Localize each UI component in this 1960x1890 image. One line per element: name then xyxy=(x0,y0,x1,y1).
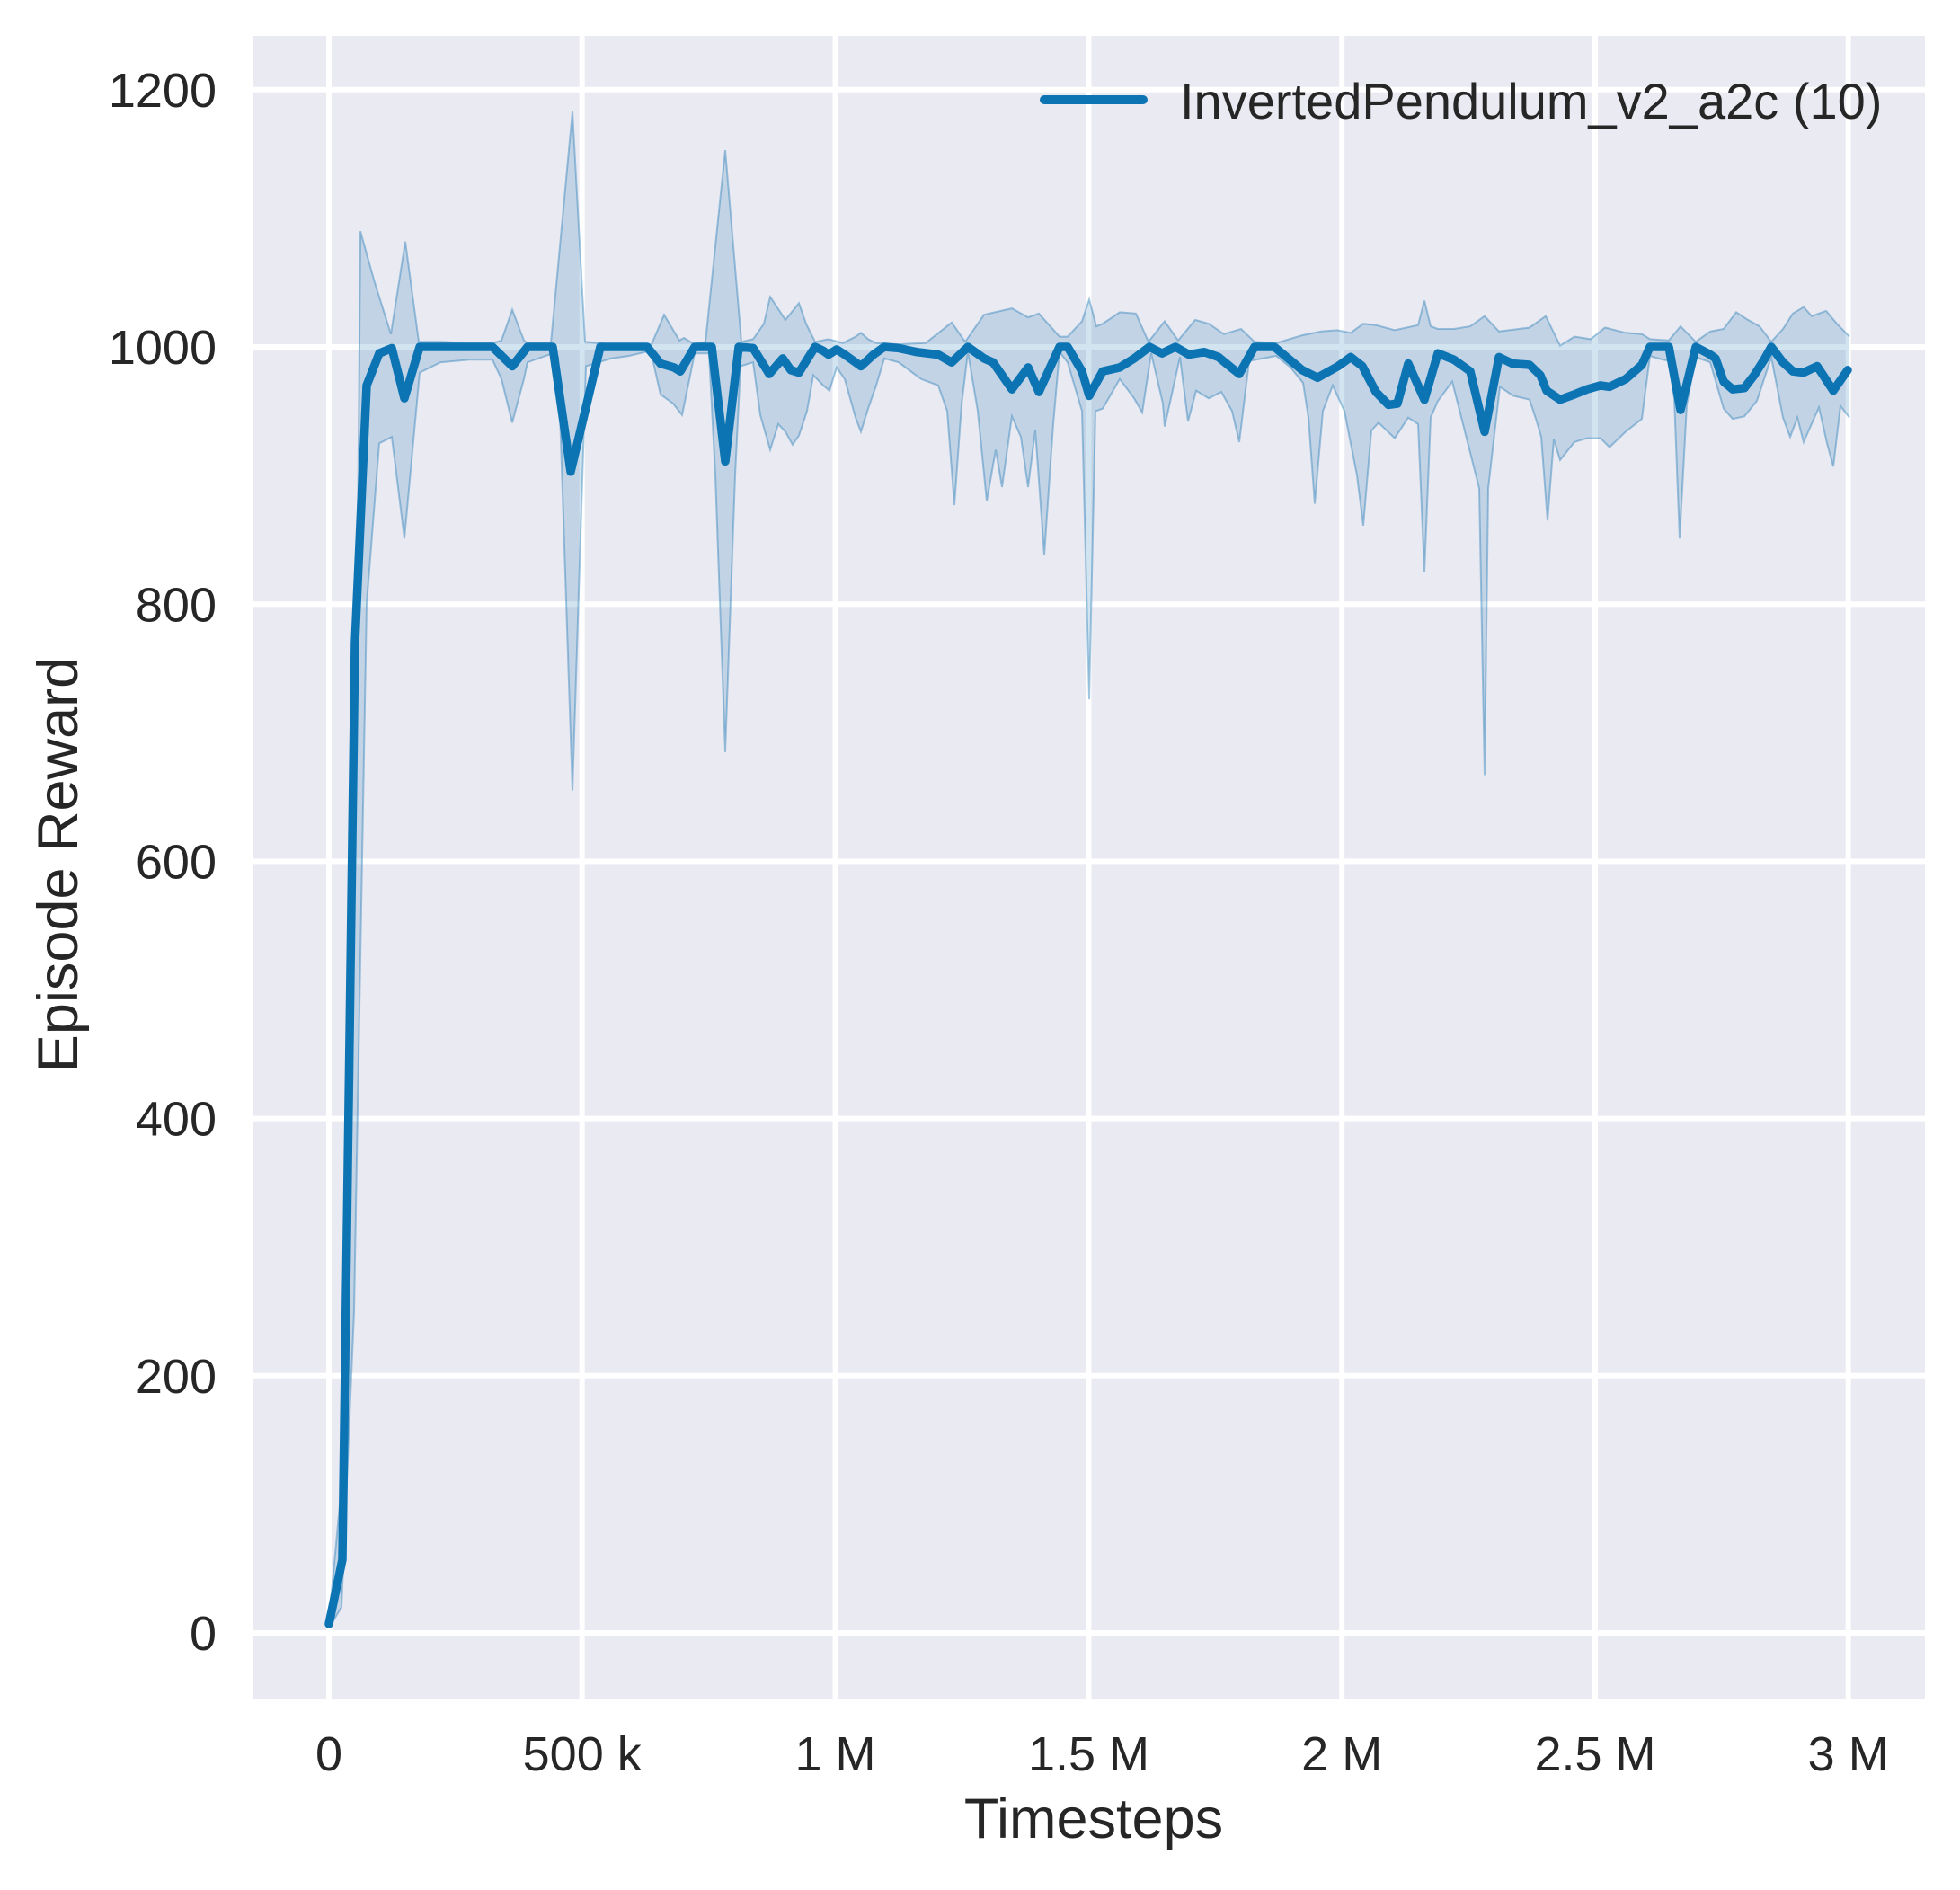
svg-text:200: 200 xyxy=(136,1350,217,1404)
svg-text:Episode Reward: Episode Reward xyxy=(27,657,90,1072)
svg-text:1 M: 1 M xyxy=(794,1727,875,1781)
svg-text:1.5 M: 1.5 M xyxy=(1028,1727,1149,1781)
svg-text:0: 0 xyxy=(190,1607,217,1661)
svg-text:Timesteps: Timesteps xyxy=(964,1788,1223,1850)
svg-text:0: 0 xyxy=(315,1727,342,1781)
svg-text:2 M: 2 M xyxy=(1301,1727,1382,1781)
svg-text:3 M: 3 M xyxy=(1808,1727,1889,1781)
svg-text:400: 400 xyxy=(136,1093,217,1147)
svg-text:2.5 M: 2.5 M xyxy=(1534,1727,1655,1781)
svg-text:600: 600 xyxy=(136,836,217,890)
svg-text:500 k: 500 k xyxy=(523,1727,643,1781)
svg-text:1000: 1000 xyxy=(109,321,217,375)
svg-text:1200: 1200 xyxy=(109,64,217,118)
svg-text:InvertedPendulum_v2_a2c (10): InvertedPendulum_v2_a2c (10) xyxy=(1180,73,1882,129)
svg-text:800: 800 xyxy=(136,578,217,632)
